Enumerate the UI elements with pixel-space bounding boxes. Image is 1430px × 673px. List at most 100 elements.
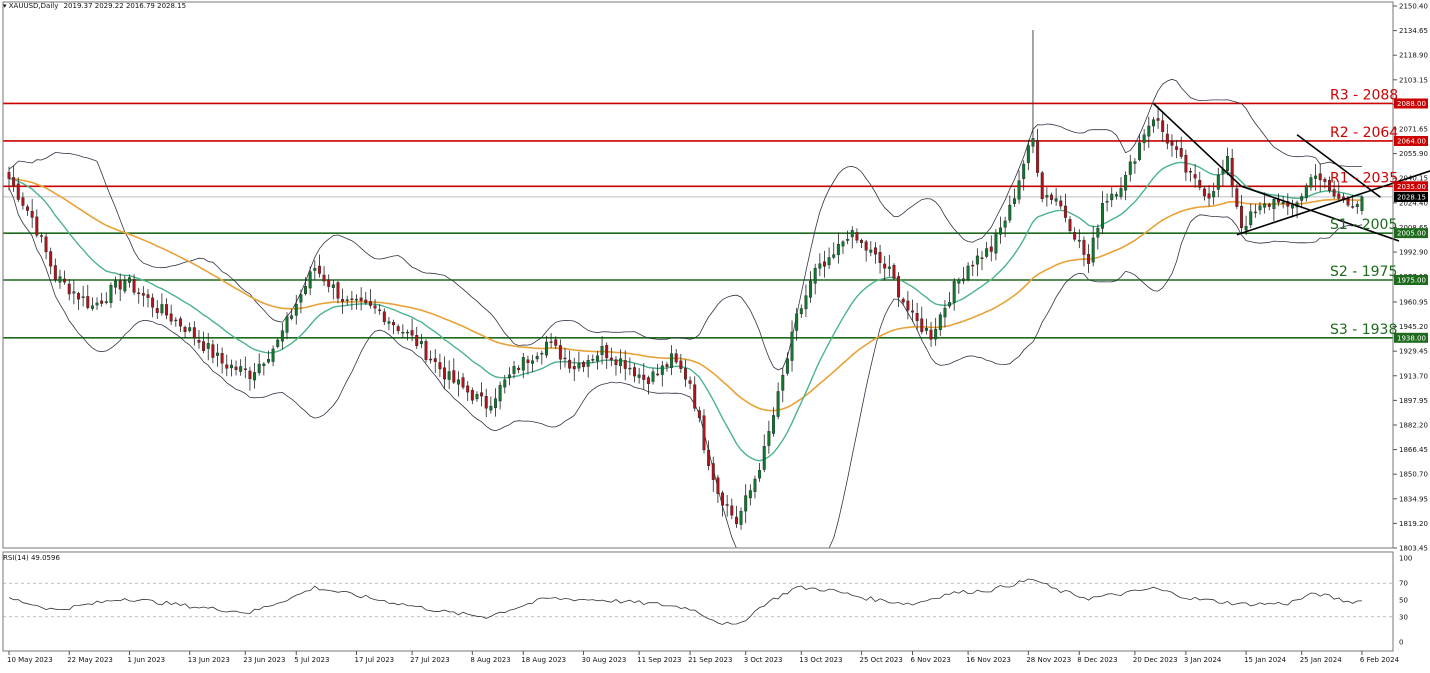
candle-body xyxy=(957,279,961,284)
candle-body xyxy=(1318,173,1322,181)
x-tick-label: 15 Jan 2024 xyxy=(1244,656,1287,664)
y-tick-label: 2103.15 xyxy=(1399,76,1428,84)
y-tick-label: 2055.90 xyxy=(1399,150,1428,158)
candle-body xyxy=(869,249,873,253)
candle-body xyxy=(952,281,956,303)
candle-body xyxy=(906,300,910,311)
candle-body xyxy=(174,319,178,322)
candle-body xyxy=(790,331,794,361)
candle-body xyxy=(1258,205,1262,211)
candle-body xyxy=(202,341,206,351)
candle-body xyxy=(1124,175,1128,191)
candle-body xyxy=(72,291,76,294)
candle-body xyxy=(544,341,548,356)
candle-body xyxy=(734,516,738,525)
y-tick-label: 1819.20 xyxy=(1399,520,1428,528)
candle-body xyxy=(1063,205,1067,218)
x-tick-label: 18 Aug 2023 xyxy=(521,656,566,664)
candle-body xyxy=(934,328,938,340)
candle-body xyxy=(336,282,340,299)
candle-body xyxy=(1193,174,1197,179)
moving-average-orange xyxy=(8,177,1362,412)
candle-body xyxy=(58,276,62,283)
candle-body xyxy=(1300,196,1304,201)
candle-body xyxy=(762,446,766,470)
rsi-header: RSI(14) 49.0596 xyxy=(3,554,60,562)
candle-body xyxy=(86,296,90,308)
rsi-line xyxy=(8,578,1362,625)
candle-body xyxy=(1281,201,1285,204)
candle-body xyxy=(878,252,882,263)
candle-body xyxy=(294,304,298,316)
candle-body xyxy=(1351,206,1355,208)
y-tick-label: 2134.65 xyxy=(1399,27,1428,35)
candle-body xyxy=(322,274,326,282)
candle-body xyxy=(1175,146,1179,150)
candle-body xyxy=(948,302,952,307)
x-tick-label: 11 Sep 2023 xyxy=(637,656,681,664)
candle-body xyxy=(401,332,405,334)
candle-body xyxy=(220,353,224,364)
candle-body xyxy=(785,358,789,374)
candle-body xyxy=(971,264,975,267)
candle-body xyxy=(484,396,488,409)
candle-body xyxy=(53,265,57,281)
candle-body xyxy=(331,284,335,288)
candle-body xyxy=(943,307,947,318)
level-label: R1 - 2035 xyxy=(1330,170,1398,186)
candle-body xyxy=(1346,198,1350,206)
candle-body xyxy=(915,313,919,321)
rsi-y-tick-label: 100 xyxy=(1399,555,1412,563)
candle-body xyxy=(1091,237,1095,263)
candle-body xyxy=(118,280,122,290)
candle-body xyxy=(368,301,372,306)
candle-body xyxy=(707,449,711,466)
candle-body xyxy=(582,362,586,368)
candle-body xyxy=(767,431,771,446)
candle-body xyxy=(1207,193,1211,199)
candle-body xyxy=(178,318,182,327)
candle-body xyxy=(1165,133,1169,144)
candle-body xyxy=(660,365,664,375)
candle-body xyxy=(924,328,928,331)
candle-body xyxy=(317,265,321,274)
candle-body xyxy=(234,366,238,370)
candle-body xyxy=(253,372,257,381)
candle-body xyxy=(456,379,460,385)
trendline-upper-2 xyxy=(1241,185,1400,242)
candle-body xyxy=(864,241,868,251)
candle-body xyxy=(883,263,887,269)
ohlc-readout: 2019.37 2029.22 2016.79 2028.15 xyxy=(63,2,187,10)
candle-body xyxy=(503,379,507,388)
candle-body xyxy=(410,330,414,336)
candle-body xyxy=(355,298,358,301)
y-tick-label: 1897.95 xyxy=(1399,397,1428,405)
candle-body xyxy=(1179,148,1183,157)
last-price-tag xyxy=(1394,191,1428,202)
candle-body xyxy=(688,380,692,384)
candle-body xyxy=(1040,172,1044,200)
candle-body xyxy=(850,230,854,238)
candle-body xyxy=(63,278,67,283)
candle-body xyxy=(396,326,400,332)
header-caret-icon[interactable]: ▾ xyxy=(3,2,7,10)
candle-body xyxy=(1170,141,1174,146)
candle-body xyxy=(892,264,896,279)
candle-body xyxy=(123,280,127,292)
candle-body xyxy=(466,385,470,393)
x-tick-label: 21 Sep 2023 xyxy=(688,656,732,664)
level-label: S1 - 2005 xyxy=(1330,217,1397,233)
candle-body xyxy=(1230,157,1234,188)
x-tick-label: 23 Jun 2023 xyxy=(243,656,285,664)
candle-body xyxy=(480,392,484,397)
candle-body xyxy=(1138,142,1142,160)
candle-body xyxy=(813,267,817,284)
candle-body xyxy=(1114,194,1118,197)
bollinger-upper xyxy=(8,78,1362,371)
candle-body xyxy=(266,359,270,363)
candle-body xyxy=(938,314,942,330)
candle-body xyxy=(929,329,933,340)
candle-body xyxy=(378,309,382,312)
level-price-tag-text: 2005.00 xyxy=(1397,230,1426,238)
